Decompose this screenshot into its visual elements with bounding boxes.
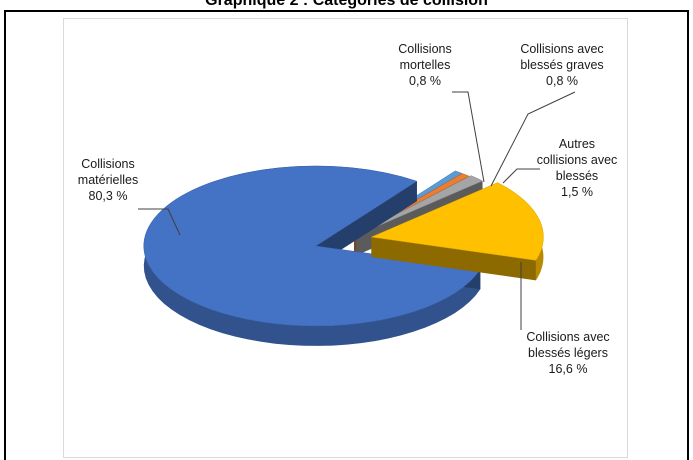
figure-frame: [4, 10, 689, 460]
pie-labels: Collisions matérielles 80,3 % Collisions av…: [78, 42, 618, 376]
figure-title: Graphique 2 : Catégories de collision: [205, 0, 488, 9]
pie-slice: [356, 175, 484, 236]
pie-data-label: Collisions avec blessés graves 0,8 %: [520, 42, 603, 88]
pie-slice-face: [315, 181, 417, 266]
pie-leader-line: [490, 91, 576, 187]
pie-data-label: Collisions matérielles 80,3 %: [78, 157, 138, 203]
pie-leader-line: [502, 168, 540, 184]
pie-leader-line: [452, 91, 485, 183]
pie-slice-face: [371, 237, 536, 281]
pie-leader-line: [138, 208, 181, 236]
pie-slice: [143, 165, 481, 327]
pie-slice: [370, 182, 544, 261]
pie-data-label: Collisions mortelles 0,8 %: [398, 42, 452, 88]
pie-data-label: Collisions avec blessés légers 16,6 %: [526, 330, 609, 376]
pie-slices: [143, 165, 544, 346]
pie-data-label: Autres collisions avec blessés 1,5 %: [537, 137, 618, 199]
